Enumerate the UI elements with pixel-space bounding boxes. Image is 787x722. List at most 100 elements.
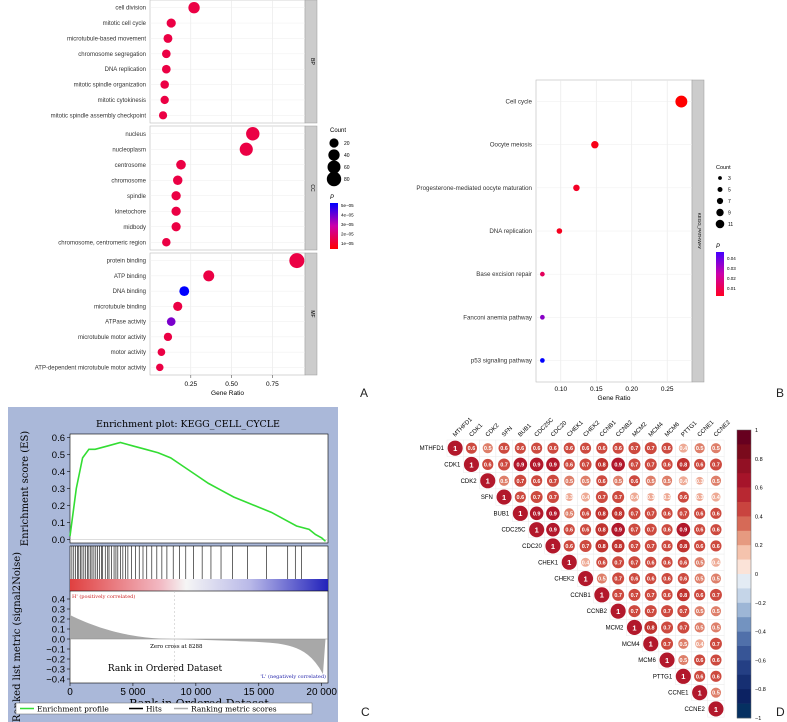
correlation-value: 0.7: [533, 495, 541, 501]
correlation-value: 0.5: [712, 577, 720, 583]
correlation-circle: [695, 639, 705, 649]
correlation-circle: [661, 507, 673, 519]
correlation-value: 0.6: [565, 544, 573, 550]
correlation-value: 0.7: [614, 560, 622, 566]
legend-size-dot: [326, 171, 342, 187]
legend-size-title: Count: [716, 165, 731, 171]
correlation-value: 0.7: [598, 495, 606, 501]
legend-box: [15, 702, 313, 715]
dot: [591, 141, 599, 149]
correlation-value: 0.5: [565, 511, 573, 517]
correlation-circle: [710, 524, 722, 536]
dot: [156, 363, 164, 372]
correlation-value: 0.5: [712, 609, 720, 615]
row-label: CDC20: [522, 544, 542, 550]
y-tick-label: 0.3: [52, 484, 65, 495]
correlation-circle: [546, 474, 559, 487]
correlation-circle: [661, 605, 674, 618]
legend-color-label: 0.03: [727, 266, 736, 271]
correlation-circle: [595, 458, 609, 471]
row-label: PTTG1: [653, 674, 673, 680]
correlation-circle: [531, 475, 543, 487]
term-label: Fanconi anemia pathway: [463, 314, 533, 321]
correlation-circle: [563, 442, 575, 454]
colorbar-segment: [737, 444, 751, 460]
column-label: CHEK1: [566, 420, 585, 439]
correlation-value: 1: [632, 623, 636, 632]
correlation-value: 0.4: [680, 446, 689, 452]
correlation-circle: [463, 456, 479, 472]
row-label: CCNE1: [668, 691, 689, 697]
dot: [173, 175, 183, 185]
negative-correlated-label: 'L' (negatively correlated): [260, 673, 326, 680]
correlation-circle: [628, 556, 641, 569]
facet-strip-bp: [304, 0, 318, 124]
correlation-circle: [596, 573, 607, 584]
dot: [166, 317, 176, 326]
correlation-circle: [628, 442, 641, 455]
dot: [573, 184, 580, 192]
correlation-value: 0.7: [647, 446, 655, 452]
legend-size-label: 9: [728, 211, 731, 217]
correlation-circle: [677, 572, 689, 585]
correlation-value: 0.6: [500, 446, 508, 452]
facet-strip-label: MF: [309, 310, 315, 317]
correlation-circle: [694, 443, 705, 454]
x-tick-label: 0.25: [184, 381, 197, 388]
correlation-value: 0.6: [565, 446, 573, 452]
dot: [160, 95, 169, 105]
positive-correlated-label: H' (positively correlated): [72, 593, 135, 600]
term-label: nucleus: [125, 132, 146, 138]
correlation-circle: [581, 492, 591, 502]
correlation-circle: [594, 587, 610, 603]
correlation-circle: [629, 492, 639, 502]
correlation-value: 0.6: [663, 446, 671, 452]
correlation-value: 0.5: [712, 625, 720, 631]
correlation-circle: [529, 457, 544, 472]
colorbar-segment: [737, 487, 751, 503]
correlation-circle: [661, 621, 674, 634]
correlation-value: 0.5: [696, 625, 704, 631]
correlation-circle: [596, 556, 608, 568]
correlation-value: 0.3: [696, 479, 704, 485]
correlation-circle: [595, 523, 609, 537]
legend-profile-label: Enrichment profile: [37, 705, 109, 714]
correlation-value: 0.6: [696, 593, 704, 599]
row-label: CDK2: [461, 479, 478, 485]
row-label: MCM2: [606, 625, 624, 631]
colorbar-label: 0.2: [755, 543, 763, 549]
correlation-circle: [612, 442, 624, 454]
facet-strip-label: KEGG_PATHWAY: [697, 213, 702, 250]
correlation-value: 0.6: [680, 560, 688, 566]
correlation-circle: [694, 557, 705, 568]
correlation-circle: [694, 524, 706, 536]
dot: [246, 127, 260, 141]
correlation-circle: [677, 621, 690, 634]
correlation-value: 1: [486, 477, 490, 486]
correlation-value: 1: [567, 558, 571, 567]
correlation-value: 0.7: [631, 544, 639, 550]
correlation-value: 0.7: [614, 495, 622, 501]
correlation-circle: [496, 489, 512, 505]
row-label: CDK1: [444, 462, 461, 468]
correlation-value: 0.6: [696, 528, 704, 534]
correlation-value: 0.7: [500, 462, 508, 468]
panel-label-c: C: [361, 705, 370, 719]
correlation-circle: [677, 556, 689, 568]
colorbar-label: −0.8: [755, 687, 766, 693]
correlation-circle: [711, 492, 721, 502]
correlation-circle: [678, 638, 689, 649]
correlation-value: 0.5: [680, 642, 688, 648]
correlation-value: 0.7: [582, 544, 590, 550]
column-label: CDK2: [485, 422, 501, 438]
column-label: MCM6: [664, 421, 681, 438]
colorbar-label: −1: [755, 716, 761, 720]
correlation-circle: [579, 524, 592, 536]
correlation-circle: [694, 458, 706, 471]
correlation-value: 0.3: [663, 495, 671, 501]
correlation-circle: [563, 458, 575, 471]
dot: [171, 191, 181, 201]
term-label: chromosome segregation: [78, 52, 146, 58]
colorbar-segment: [737, 602, 751, 618]
correlation-value: 0.5: [500, 479, 508, 485]
